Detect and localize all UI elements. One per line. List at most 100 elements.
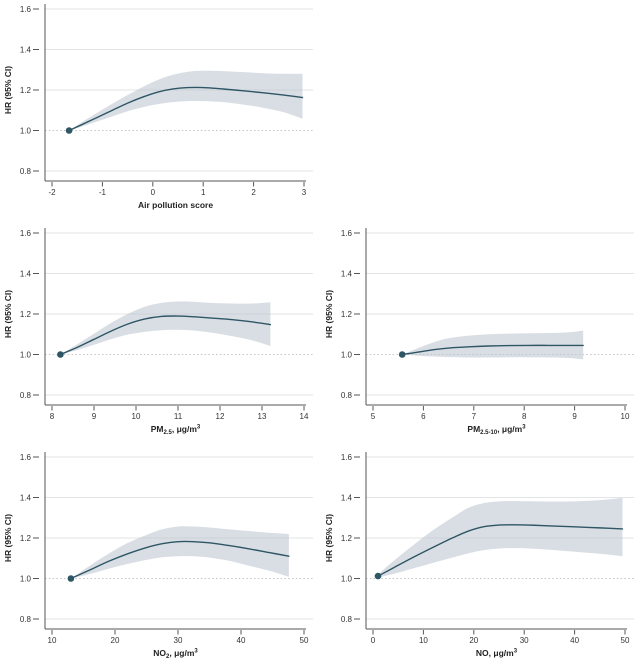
y-axis-ticks: 0.8 1.0 1.2 1.4 1.6 [20, 453, 39, 624]
y-tick-label: 1.4 [20, 493, 32, 502]
x-axis-ticks: 10 20 30 40 50 [48, 630, 309, 645]
x-axis-title: PM2.5-10, μg/m3 [467, 424, 526, 436]
y-axis-ticks: 0.8 1.0 1.2 1.4 1.6 [341, 229, 360, 400]
x-axis-title: Air pollution score [138, 200, 213, 210]
x-tick-label: 5 [371, 412, 376, 421]
x-axis-ticks: 0 10 20 30 40 50 [371, 630, 630, 645]
y-axis-title: HR (95% CI) [3, 514, 13, 562]
gridlines [366, 232, 634, 396]
ci-band [402, 330, 584, 360]
y-tick-label: 1.6 [20, 453, 32, 462]
axes [44, 4, 306, 182]
y-tick-label: 1.2 [20, 86, 32, 95]
chart-svg-no2: 0.8 1.0 1.2 1.4 1.6 10 20 30 40 50 NO2, μg/m3 HR (9… [3, 452, 313, 660]
y-tick-label: 0.8 [20, 167, 32, 176]
x-tick-label: 7 [472, 412, 477, 421]
x-tick-label: 40 [570, 636, 579, 645]
x-tick-label: 3 [302, 188, 307, 197]
x-tick-label: 2 [251, 188, 256, 197]
y-axis-title: HR (95% CI) [3, 66, 13, 114]
axes [44, 228, 306, 406]
y-tick-label: 1.0 [20, 574, 32, 583]
ci-band [69, 70, 303, 131]
y-tick-label: 1.6 [341, 229, 353, 238]
x-tick-label: 10 [419, 636, 428, 645]
y-tick-label: 1.6 [341, 453, 353, 462]
x-tick-label: 0 [371, 636, 376, 645]
x-tick-label: -2 [48, 188, 56, 197]
x-tick-label: 11 [174, 412, 183, 421]
axes [365, 228, 627, 406]
axes [44, 452, 306, 630]
y-tick-label: 0.8 [20, 615, 32, 624]
hr-curve [377, 524, 624, 577]
x-axis-ticks: 8 9 10 11 12 13 14 [50, 406, 309, 421]
y-tick-label: 1.2 [20, 310, 32, 319]
x-tick-label: 20 [111, 636, 120, 645]
x-axis-ticks: -2 -1 0 1 2 3 [48, 182, 307, 197]
x-tick-label: 20 [469, 636, 478, 645]
chart-svg-air-pollution-score: 0.8 1.0 1.2 1.4 1.6 -2 -1 0 1 2 3 Air pollution sco… [3, 4, 313, 210]
x-tick-label: 9 [572, 412, 577, 421]
y-axis-title: HR (95% CI) [324, 514, 334, 562]
chart-svg-no: 0.8 1.0 1.2 1.4 1.6 0 10 20 30 40 50 NO, μg/m3 HR (9… [324, 452, 634, 658]
panel-air-pollution-score: 0.8 1.0 1.2 1.4 1.6 -2 -1 0 1 2 3 Air pollution sco… [0, 0, 320, 218]
reference-dot [65, 127, 73, 134]
ci-band [378, 497, 623, 578]
x-tick-label: 10 [621, 412, 630, 421]
chart-svg-pm25-10: 0.8 1.0 1.2 1.4 1.6 5 6 7 8 9 10 PM2.5-10, μg/m3 HR … [324, 228, 634, 436]
axes [365, 452, 627, 630]
panel-pm25-10: 0.8 1.0 1.2 1.4 1.6 5 6 7 8 9 10 PM2.5-10, μg/m3 HR … [321, 224, 641, 442]
x-tick-label: 0 [151, 188, 156, 197]
y-tick-label: 1.4 [341, 493, 353, 502]
x-axis-title: PM2.5, μg/m3 [151, 424, 201, 436]
panel-no: 0.8 1.0 1.2 1.4 1.6 0 10 20 30 40 50 NO, μg/m3 HR (9… [321, 448, 641, 666]
y-axis-title: HR (95% CI) [3, 290, 13, 338]
hr-curve [70, 540, 290, 580]
x-tick-label: 1 [201, 188, 206, 197]
ci-band [60, 301, 271, 355]
x-tick-label: 8 [50, 412, 55, 421]
x-axis-title: NO, μg/m3 [476, 648, 518, 658]
x-tick-label: 10 [132, 412, 141, 421]
y-tick-label: 1.0 [20, 350, 32, 359]
reference-dot [57, 351, 64, 358]
hr-curve [59, 315, 272, 356]
y-tick-label: 0.8 [341, 615, 353, 624]
y-tick-label: 0.8 [341, 391, 353, 400]
y-tick-label: 1.2 [20, 534, 32, 543]
reference-dot [398, 351, 406, 358]
x-tick-label: 50 [621, 636, 630, 645]
reference-dot [67, 575, 75, 582]
panel-pm25: 0.8 1.0 1.2 1.4 1.6 8 9 10 11 12 13 14 PM2.5, μg/m3 H… [0, 224, 320, 442]
chart-svg-pm25: 0.8 1.0 1.2 1.4 1.6 8 9 10 11 12 13 14 PM2.5, μg/m3 H… [3, 228, 313, 436]
x-tick-label: 6 [421, 412, 426, 421]
x-axis-title: NO2, μg/m3 [153, 648, 198, 660]
y-tick-label: 1.0 [20, 126, 32, 135]
y-tick-label: 0.8 [20, 391, 32, 400]
x-axis-ticks: 5 6 7 8 9 10 [371, 406, 630, 421]
y-axis-ticks: 0.8 1.0 1.2 1.4 1.6 [20, 5, 39, 176]
y-tick-label: 1.2 [341, 310, 353, 319]
ci-band [70, 526, 289, 579]
y-tick-label: 1.0 [341, 574, 353, 583]
y-tick-label: 1.2 [341, 534, 353, 543]
x-tick-label: 14 [300, 412, 309, 421]
x-tick-label: 50 [300, 636, 309, 645]
x-tick-label: 30 [174, 636, 183, 645]
x-tick-label: 9 [92, 412, 97, 421]
y-tick-label: 1.4 [20, 45, 32, 54]
x-tick-label: 40 [237, 636, 246, 645]
x-tick-label: -1 [99, 188, 107, 197]
reference-dot [374, 572, 382, 580]
x-tick-label: 30 [520, 636, 529, 645]
x-tick-label: 10 [48, 636, 57, 645]
hr-curve [68, 86, 304, 132]
x-tick-label: 8 [522, 412, 527, 421]
x-tick-label: 13 [258, 412, 267, 421]
y-tick-label: 1.6 [20, 5, 32, 14]
y-tick-label: 1.4 [341, 269, 353, 278]
y-tick-label: 1.6 [20, 229, 32, 238]
y-tick-label: 1.0 [341, 350, 353, 359]
